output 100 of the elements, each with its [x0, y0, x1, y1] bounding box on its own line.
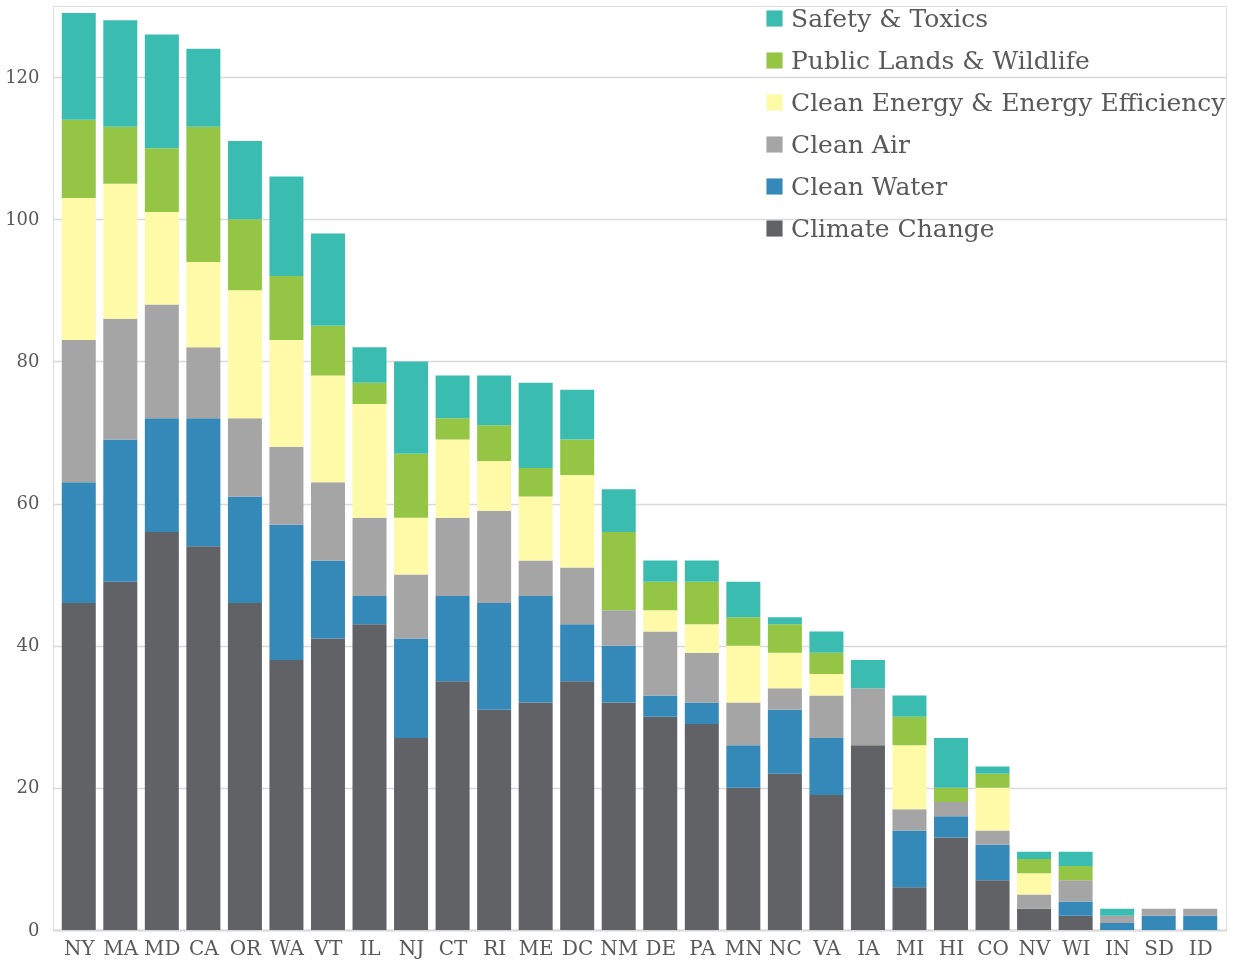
- y-tick-label: 20: [16, 776, 40, 798]
- bar: [227, 496, 262, 604]
- y-tick-label: 100: [5, 207, 40, 229]
- legend-label: Clean Energy & Energy Efficiency: [791, 87, 1227, 117]
- bar: [1183, 915, 1218, 930]
- bar: [435, 681, 470, 930]
- bar: [726, 617, 761, 646]
- bar: [809, 652, 844, 675]
- bar: [269, 446, 304, 525]
- x-tick-label: VT: [313, 935, 344, 960]
- bar: [684, 560, 719, 582]
- bar: [227, 219, 262, 291]
- bar: [934, 837, 969, 930]
- bar: [61, 197, 96, 341]
- x-tick-label: VA: [812, 935, 842, 960]
- bar: [477, 425, 512, 461]
- bar: [103, 20, 138, 127]
- bar: [767, 773, 802, 930]
- bar: [269, 176, 304, 277]
- bar: [394, 574, 429, 639]
- bar: [643, 695, 678, 717]
- bar: [394, 453, 429, 518]
- bar: [518, 382, 553, 468]
- bar: [601, 702, 636, 930]
- bar: [684, 723, 719, 930]
- bar: [975, 766, 1010, 774]
- bar: [144, 212, 179, 305]
- bar: [186, 347, 221, 419]
- bar: [850, 745, 885, 930]
- bar: [269, 340, 304, 447]
- bar: [518, 595, 553, 703]
- bar: [1100, 915, 1135, 923]
- bar: [435, 595, 470, 682]
- bar: [435, 375, 470, 419]
- x-tick-label: IN: [1104, 935, 1131, 960]
- bar: [809, 674, 844, 696]
- bar: [643, 560, 678, 582]
- bar: [477, 709, 512, 930]
- bar: [975, 773, 1010, 788]
- x-tick-label: MI: [895, 935, 925, 960]
- x-tick-label: CA: [189, 935, 220, 960]
- bar: [560, 475, 595, 568]
- y-tick-label: 80: [16, 349, 40, 371]
- bar: [892, 809, 927, 831]
- bar: [227, 290, 262, 419]
- x-tick-label: ID: [1188, 935, 1213, 960]
- bar: [435, 517, 470, 596]
- bar: [269, 276, 304, 341]
- bar: [394, 638, 429, 739]
- bar: [809, 794, 844, 930]
- bar: [310, 233, 345, 326]
- bar: [310, 325, 345, 376]
- bar: [310, 375, 345, 483]
- bar: [601, 610, 636, 646]
- bar: [767, 624, 802, 653]
- bar: [850, 688, 885, 746]
- legend-label: Climate Change: [791, 213, 995, 243]
- bar: [352, 347, 387, 383]
- bar: [103, 581, 138, 930]
- bar: [477, 460, 512, 511]
- x-tick-label: SD: [1144, 935, 1175, 960]
- bar: [310, 638, 345, 930]
- bar: [186, 261, 221, 348]
- bar: [643, 581, 678, 611]
- bar: [186, 546, 221, 930]
- bar: [103, 439, 138, 582]
- x-tick-label: IL: [359, 935, 381, 960]
- bar: [435, 439, 470, 518]
- bar: [61, 13, 96, 120]
- bar: [892, 695, 927, 717]
- bar: [560, 624, 595, 682]
- bar: [310, 482, 345, 561]
- x-tick-label: CT: [438, 935, 469, 960]
- bar: [1058, 880, 1093, 902]
- bar: [560, 389, 595, 440]
- x-tick-label: NY: [63, 935, 96, 960]
- bar: [975, 787, 1010, 831]
- x-tick-label: PA: [689, 935, 716, 960]
- bar: [684, 702, 719, 724]
- bar: [352, 624, 387, 930]
- x-tick-label: OR: [229, 935, 263, 960]
- bar: [269, 524, 304, 660]
- bar: [352, 595, 387, 625]
- legend-label: Clean Water: [791, 171, 948, 201]
- bar: [61, 340, 96, 483]
- bar: [767, 709, 802, 774]
- bar: [934, 802, 969, 817]
- bar: [892, 716, 927, 746]
- bar: [850, 659, 885, 689]
- bar: [269, 659, 304, 930]
- bar: [103, 126, 138, 184]
- x-tick-label: DC: [562, 935, 594, 960]
- y-tick-label: 120: [5, 65, 40, 87]
- bar: [144, 418, 179, 532]
- bar: [560, 681, 595, 930]
- x-tick-label: MA: [103, 935, 139, 960]
- bar: [103, 183, 138, 319]
- bar: [892, 830, 927, 888]
- bar: [809, 695, 844, 739]
- bar: [1017, 873, 1052, 895]
